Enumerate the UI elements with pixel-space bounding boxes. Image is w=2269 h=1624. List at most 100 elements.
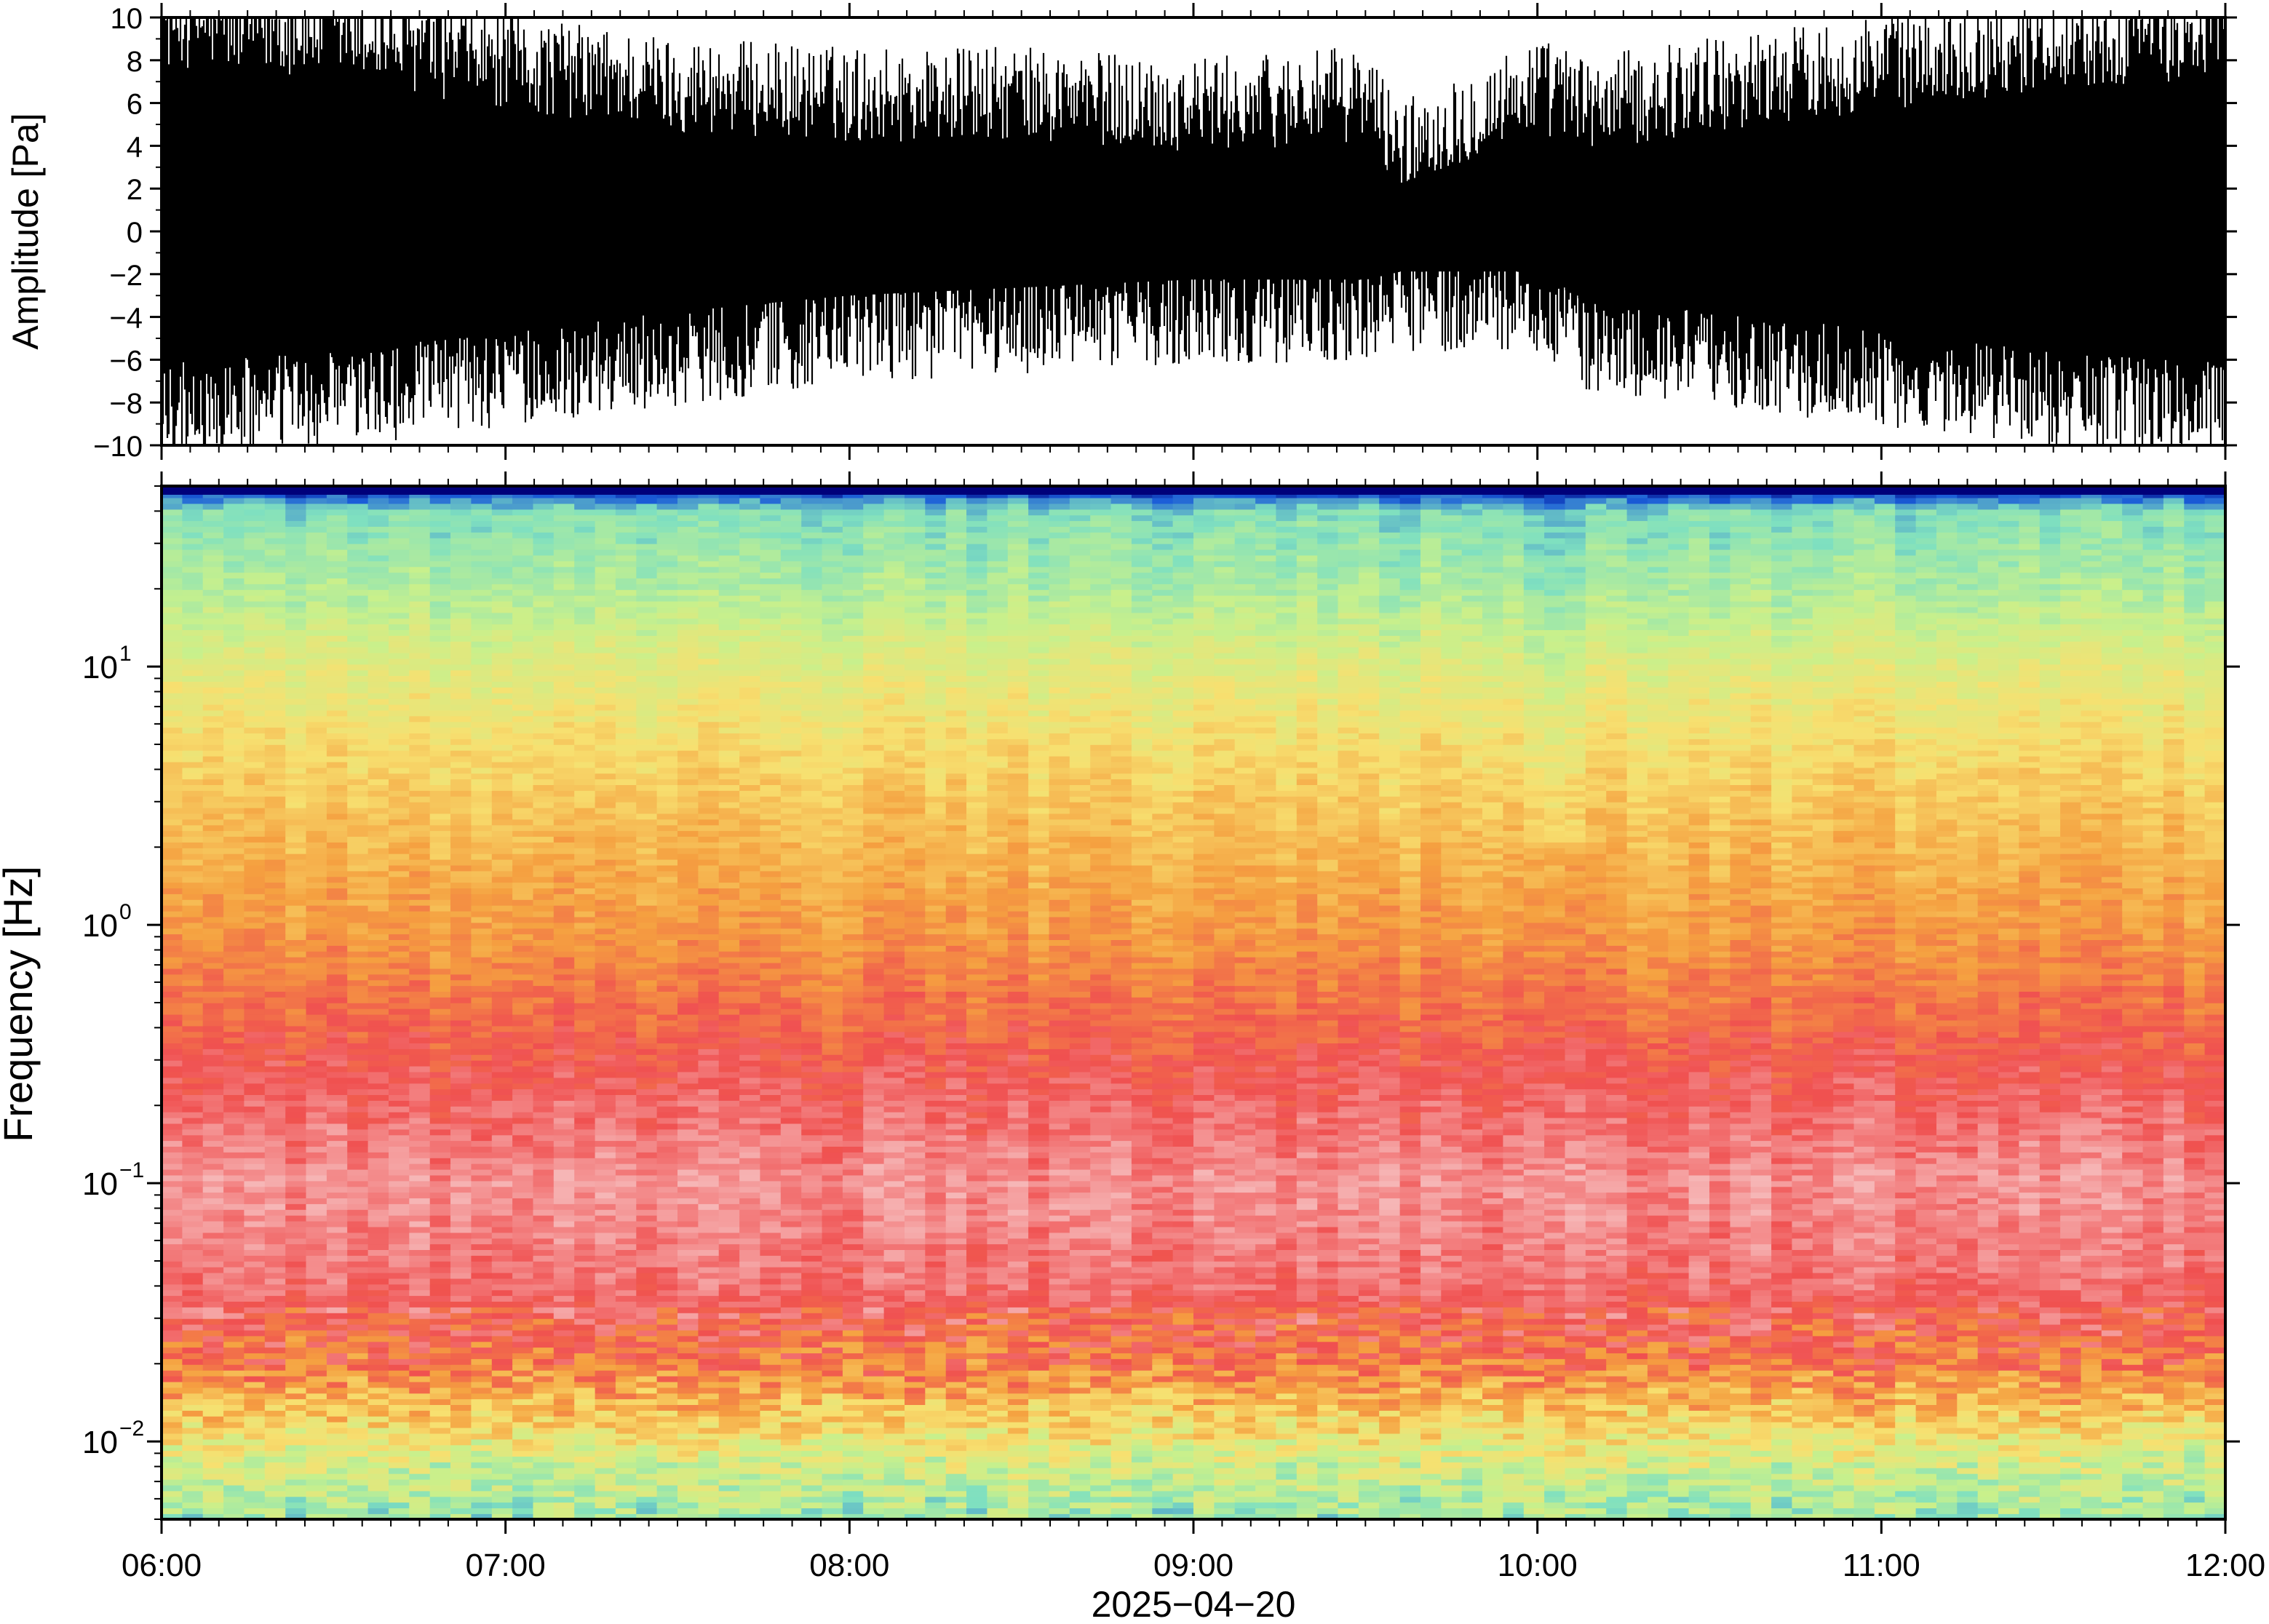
spectrogram-cell bbox=[739, 1450, 761, 1457]
spectrogram-cell bbox=[1895, 1369, 1917, 1377]
spectrogram-cell bbox=[1317, 1450, 1339, 1457]
spectrogram-cell bbox=[2163, 1387, 2185, 1394]
spectrogram-cell bbox=[2019, 1329, 2040, 1337]
spectrogram-cell bbox=[162, 1462, 183, 1468]
spectrogram-cell bbox=[1874, 1261, 1896, 1267]
spectrogram-cell bbox=[966, 1329, 988, 1337]
spectrogram-cell bbox=[182, 1484, 204, 1492]
spectrogram-cell bbox=[347, 1255, 369, 1262]
spectrogram-cell bbox=[1895, 1490, 1917, 1497]
spectrogram-cell bbox=[1090, 1438, 1112, 1446]
spectrogram-cell bbox=[1812, 1410, 1834, 1417]
spectrogram-cell bbox=[2101, 1444, 2123, 1452]
spectrogram-cell bbox=[1853, 1433, 1875, 1440]
spectrogram-cell bbox=[553, 1502, 575, 1508]
spectrogram-cell bbox=[409, 1261, 431, 1267]
spectrogram-cell bbox=[1792, 1387, 1813, 1394]
spectrogram-cell bbox=[1730, 1468, 1752, 1474]
spectrogram-cell bbox=[925, 1249, 947, 1256]
spectrogram-cell bbox=[244, 1496, 266, 1503]
spectrogram-cell bbox=[677, 1329, 699, 1337]
spectrogram-cell bbox=[1399, 1347, 1421, 1353]
spectrogram-cell bbox=[2081, 1404, 2102, 1411]
spectrogram-cell bbox=[656, 1313, 678, 1319]
spectrogram-cell bbox=[1255, 1324, 1277, 1331]
spectrogram-cell bbox=[553, 1375, 575, 1382]
spectrogram-cell bbox=[1523, 1393, 1545, 1400]
spectrogram-cell bbox=[718, 1450, 740, 1457]
spectrogram-cell bbox=[1255, 1456, 1277, 1462]
spectrogram-cell bbox=[801, 1438, 823, 1446]
spectrogram-cell bbox=[471, 1295, 493, 1302]
spectrogram-cell bbox=[1874, 1358, 1896, 1365]
spectrogram-cell bbox=[491, 1438, 513, 1446]
spectrogram-cell bbox=[1007, 1450, 1029, 1457]
spectrogram-cell bbox=[409, 1381, 431, 1388]
spectrogram-cell bbox=[1152, 1272, 1174, 1279]
spectrogram-cell bbox=[409, 1450, 431, 1457]
spectrogram-cell bbox=[718, 1502, 740, 1508]
spectrogram-cell bbox=[1565, 1295, 1586, 1302]
spectrogram-cell bbox=[1915, 1341, 1937, 1348]
spectrogram-cell bbox=[1544, 1335, 1566, 1342]
spectrogram-cell bbox=[1977, 1307, 1999, 1313]
spectrogram-cell bbox=[677, 1393, 699, 1400]
spectrogram-cell bbox=[1668, 1324, 1690, 1331]
spectrogram-cell bbox=[842, 1335, 865, 1342]
spectrogram-cell bbox=[347, 1318, 369, 1325]
spectrogram-cell bbox=[1358, 1462, 1380, 1468]
spectrogram-cell bbox=[1688, 1358, 1710, 1365]
spectrogram-cell bbox=[1317, 1369, 1339, 1377]
spectrogram-cell bbox=[1214, 1278, 1236, 1285]
spectrogram-cell bbox=[553, 1255, 575, 1262]
spectrogram-cell bbox=[1234, 1433, 1256, 1440]
spectrogram-cell bbox=[1688, 1289, 1710, 1297]
spectrogram-cell bbox=[987, 1404, 1009, 1411]
spectrogram-cell bbox=[2163, 1278, 2185, 1285]
spectrogram-cell bbox=[1461, 1393, 1483, 1400]
spectrogram-cell bbox=[1647, 1301, 1669, 1307]
spectrogram-cell bbox=[1895, 1462, 1917, 1468]
spectrogram-cell bbox=[471, 1478, 493, 1486]
spectrogram-cell bbox=[760, 1295, 782, 1302]
spectrogram-cell bbox=[2122, 1490, 2144, 1497]
spectrogram-cell bbox=[1172, 1335, 1194, 1342]
spectrogram-cell bbox=[698, 1255, 720, 1262]
spectrogram-cell bbox=[1895, 1364, 1917, 1371]
spectrogram-cell bbox=[1193, 1381, 1215, 1388]
spectrogram-cell bbox=[1441, 1347, 1463, 1353]
spectrogram-cell bbox=[202, 1444, 224, 1452]
spectrogram-cell bbox=[739, 1313, 761, 1319]
spectrogram-cell bbox=[285, 1387, 307, 1394]
spectrogram-cell bbox=[1028, 1313, 1050, 1319]
spectrogram-cell bbox=[656, 1324, 678, 1331]
spectrogram-cell bbox=[1069, 1289, 1091, 1297]
spectrogram-cell bbox=[1647, 1404, 1669, 1411]
spectrogram-cell bbox=[2039, 1450, 2061, 1457]
spectrogram-cell bbox=[2122, 1502, 2144, 1508]
spectrogram-cell bbox=[1358, 1433, 1380, 1440]
spectrogram-cell bbox=[1441, 1438, 1463, 1446]
spectrogram-cell bbox=[2204, 1427, 2225, 1434]
spectrogram-cell bbox=[574, 1255, 596, 1262]
spectrogram-cell bbox=[1668, 1301, 1690, 1307]
spectrogram-cell bbox=[1606, 1329, 1628, 1337]
spectrogram-cell bbox=[450, 1427, 472, 1434]
spectrogram-cell bbox=[1276, 1427, 1298, 1434]
spectrogram-cell bbox=[905, 1404, 926, 1411]
spectrogram-cell bbox=[574, 1456, 596, 1462]
spectrogram-cell bbox=[883, 1243, 905, 1250]
spectrogram-cell bbox=[1626, 1369, 1648, 1377]
spectrogram-cell bbox=[326, 1324, 349, 1331]
spectrogram-cell bbox=[698, 1272, 720, 1279]
spectrogram-cell bbox=[1812, 1255, 1834, 1262]
spectrogram-cell bbox=[1565, 1456, 1586, 1462]
spectrogram-cell bbox=[1544, 1353, 1566, 1359]
spectrogram-cell bbox=[1792, 1295, 1813, 1302]
spectrogram-cell bbox=[1771, 1318, 1793, 1325]
spectrogram-cell bbox=[1668, 1462, 1690, 1468]
spectrogram-cell bbox=[367, 1255, 389, 1262]
spectrogram-cell bbox=[1276, 1478, 1298, 1486]
spectrogram-cell bbox=[223, 1513, 245, 1519]
spectrogram-cell bbox=[202, 1438, 224, 1446]
